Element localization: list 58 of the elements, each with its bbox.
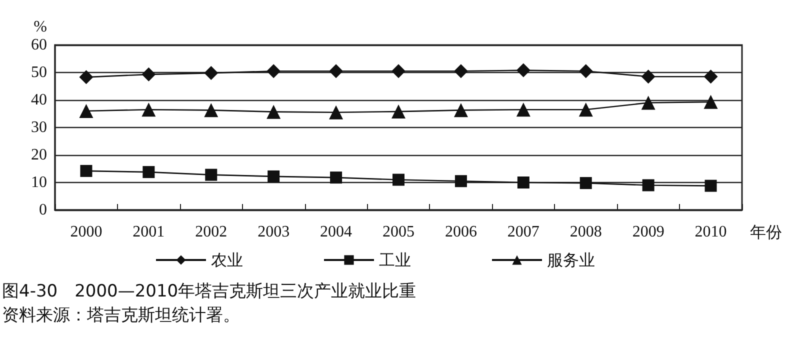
point (266, 104, 281, 119)
x-axis-title: 年份 (750, 222, 782, 242)
point (641, 96, 656, 110)
x-tick-label: 2009 (632, 224, 664, 240)
y-axis-title: % (34, 18, 47, 36)
point (80, 164, 92, 177)
point (516, 63, 530, 78)
x-tick-label: 2006 (444, 224, 477, 240)
point (330, 172, 342, 184)
legend-label: 服务业 (547, 250, 595, 270)
point (79, 104, 94, 118)
point (578, 102, 593, 117)
y-tick-label: 50 (31, 64, 47, 81)
point (142, 166, 155, 178)
x-tick-label: 2008 (570, 224, 602, 240)
point (392, 64, 406, 78)
point (578, 64, 593, 78)
point (516, 102, 530, 117)
point (704, 70, 718, 84)
point (454, 175, 467, 188)
legend-label: 工业 (379, 250, 411, 270)
y-tick-label: 0 (39, 202, 47, 218)
caption: 图4-30 2000—2010年塔吉克斯坦三次产业就业比重 (2, 282, 416, 302)
point (392, 104, 406, 119)
point (454, 64, 468, 78)
x-tick-label: 2003 (258, 224, 290, 240)
x-tick-label: 2001 (132, 224, 165, 240)
point (204, 103, 218, 118)
x-tick-label: 2005 (382, 224, 414, 240)
legend-label: 农业 (211, 250, 243, 270)
point (329, 105, 344, 120)
y-tick-label: 60 (31, 36, 47, 54)
point (266, 64, 281, 78)
point (392, 174, 404, 186)
point (205, 168, 218, 181)
point (79, 70, 94, 84)
x-tick-label: 2004 (320, 224, 352, 240)
x-tick-label: 2010 (694, 224, 727, 240)
x-tick-label: 2000 (70, 224, 102, 240)
point (704, 94, 718, 109)
y-tick-label: 10 (31, 174, 47, 191)
point (142, 102, 156, 117)
y-tick-label: 30 (31, 119, 47, 136)
point (517, 176, 530, 188)
point (454, 103, 468, 118)
x-tick-label: 2002 (195, 224, 228, 240)
point (329, 64, 344, 78)
point (268, 170, 280, 182)
x-tick-label: 2007 (507, 224, 540, 240)
point (704, 180, 717, 192)
point (642, 179, 654, 192)
y-tick-label: 40 (31, 92, 47, 108)
text: 资料来源：塔吉克斯坦统计署。 (2, 306, 240, 326)
point (142, 67, 156, 82)
point (641, 70, 656, 84)
y-tick-label: 20 (31, 146, 47, 164)
point (580, 177, 592, 190)
point (204, 66, 218, 80)
